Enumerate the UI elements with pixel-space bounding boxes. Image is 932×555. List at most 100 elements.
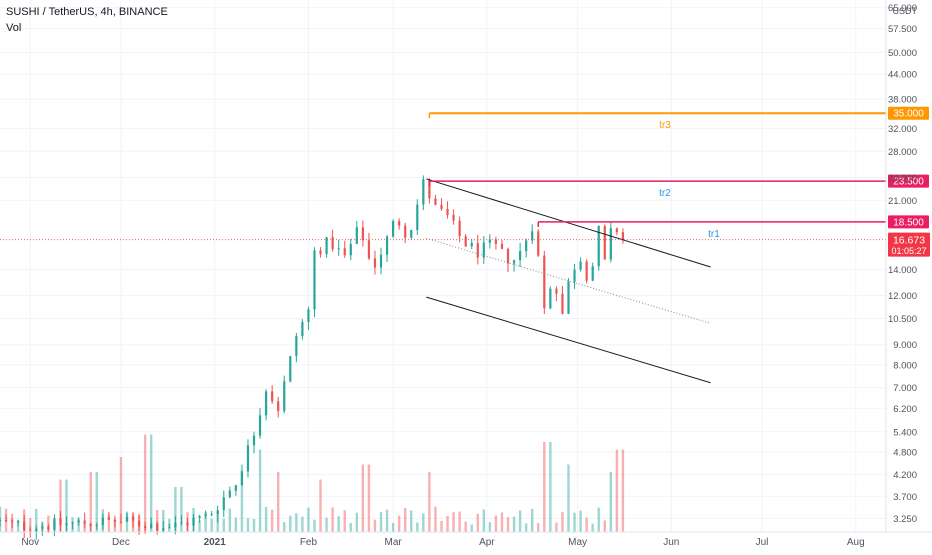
y-tick-label: 57.500 xyxy=(888,24,917,35)
candle-body xyxy=(379,254,383,268)
currency-label: USDT xyxy=(893,6,918,16)
volume-bar xyxy=(325,517,328,532)
candle-body xyxy=(416,204,419,231)
x-tick-label: Feb xyxy=(300,537,318,548)
volume-bar xyxy=(603,520,606,532)
volume-bar xyxy=(591,523,594,532)
volume-bar xyxy=(337,516,340,532)
candle-body xyxy=(29,530,32,532)
candle-body xyxy=(89,523,92,526)
candle-body xyxy=(198,515,201,518)
candle-body xyxy=(609,228,612,260)
candle-body xyxy=(313,250,316,310)
level-text-tr2: tr2 xyxy=(659,188,671,199)
volume-bar xyxy=(549,442,552,532)
candle-body xyxy=(4,519,8,521)
volume-bar xyxy=(210,518,213,532)
x-tick-label: May xyxy=(568,537,587,548)
candle-body xyxy=(192,517,195,526)
candle-body xyxy=(325,237,328,255)
candle-body xyxy=(464,236,467,247)
volume-bar xyxy=(156,510,159,532)
candle-body xyxy=(240,471,244,486)
candle-body xyxy=(295,336,298,357)
volume-bar xyxy=(373,519,377,532)
candle-body xyxy=(162,528,165,531)
candle-body xyxy=(555,288,558,294)
candle-body xyxy=(186,522,189,526)
volume-bar xyxy=(331,507,334,532)
volume-bar xyxy=(65,479,68,532)
volume-bar xyxy=(137,515,141,532)
y-tick-label: 12.000 xyxy=(888,291,917,302)
y-tick-label: 9.000 xyxy=(893,340,917,351)
candle-body xyxy=(17,521,20,523)
channel-line-lower[interactable] xyxy=(426,296,711,384)
candle-body xyxy=(210,514,213,516)
level-price-box xyxy=(888,106,929,120)
y-tick-label: 44.000 xyxy=(888,70,917,81)
y-tick-label: 21.000 xyxy=(888,196,917,207)
volume-bar xyxy=(143,434,147,532)
y-tick-label: 10.500 xyxy=(888,314,917,325)
volume-bar xyxy=(295,513,298,532)
volume-bar xyxy=(246,518,250,532)
candle-body xyxy=(543,255,546,309)
candle-body xyxy=(488,239,491,243)
candle-body xyxy=(392,221,395,237)
candle-body xyxy=(615,228,618,233)
candle-body xyxy=(331,237,334,250)
volume-bar xyxy=(234,517,238,532)
candle-body xyxy=(573,269,576,282)
volume-bar xyxy=(537,522,540,532)
candle-body xyxy=(561,293,564,314)
volume-bar xyxy=(53,520,56,532)
volume-bar xyxy=(41,521,44,532)
volume-bar xyxy=(379,511,383,532)
candle-body xyxy=(59,518,62,526)
volume-bar xyxy=(204,512,207,532)
volume-bar xyxy=(4,508,8,532)
volume-bar xyxy=(446,515,449,532)
volume-bar xyxy=(301,516,304,532)
candle-body xyxy=(258,415,262,436)
candle-body xyxy=(422,179,425,205)
candle-countdown: 01:05:27 xyxy=(891,246,926,256)
volume-bar xyxy=(416,522,419,532)
y-tick-label: 65.000 xyxy=(888,3,917,14)
volume-bar xyxy=(470,524,473,532)
candle-body xyxy=(355,227,358,244)
candle-body xyxy=(0,519,2,521)
candle-body xyxy=(95,525,98,527)
candle-body xyxy=(476,243,479,258)
candle-body xyxy=(398,221,401,226)
volume-bar xyxy=(216,511,219,532)
candle-body xyxy=(385,236,389,255)
x-tick-label: Apr xyxy=(479,537,495,548)
candle-body xyxy=(77,520,80,523)
volume-bar xyxy=(488,522,492,532)
candle-body xyxy=(446,208,449,216)
volume-bar xyxy=(29,517,32,532)
candle-body xyxy=(567,281,570,314)
candle-body xyxy=(434,198,437,205)
volume-bar xyxy=(361,464,365,532)
volume-bar xyxy=(313,519,316,532)
volume-bar xyxy=(585,517,588,532)
volume-bar xyxy=(482,509,486,532)
volume-bar xyxy=(422,513,425,532)
candle-body xyxy=(246,445,250,472)
volume-bar xyxy=(35,508,38,532)
candle-body xyxy=(591,266,594,281)
volume-bar xyxy=(428,472,431,532)
volume-bar xyxy=(131,512,135,532)
volume-bar xyxy=(367,464,371,532)
candle-body xyxy=(228,490,231,498)
level-price-box xyxy=(888,174,929,188)
volume-bar xyxy=(186,512,189,532)
volume-bar xyxy=(77,517,80,532)
volume-bar xyxy=(319,479,322,532)
channel-line-upper[interactable] xyxy=(426,178,711,268)
volume-bar xyxy=(531,508,534,532)
